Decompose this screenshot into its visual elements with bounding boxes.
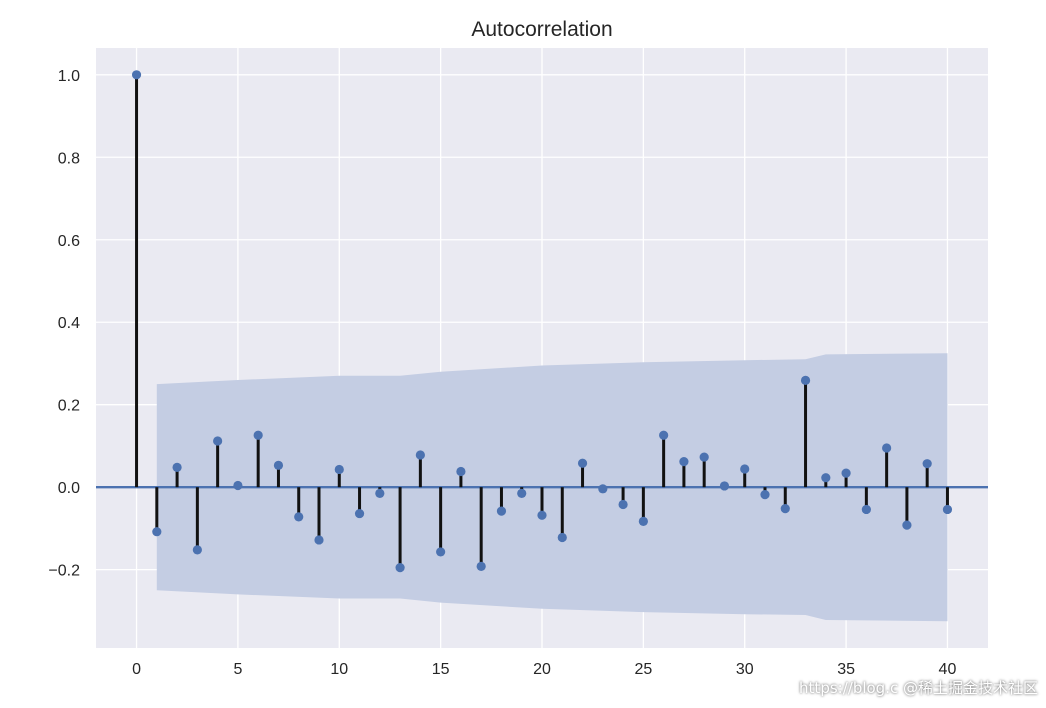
- stem-marker: [902, 520, 912, 530]
- y-tick-label: −0.2: [48, 563, 80, 580]
- stem-marker: [882, 443, 892, 453]
- stem-marker: [273, 460, 284, 470]
- x-tick-label: 10: [330, 661, 348, 678]
- y-tick-label: 0.6: [58, 233, 80, 250]
- stem-marker: [922, 459, 932, 469]
- stem-marker: [172, 462, 182, 472]
- stem-marker: [659, 430, 669, 440]
- y-tick-label: 1.0: [58, 68, 80, 85]
- stem-marker: [233, 480, 243, 491]
- stem-marker: [436, 547, 446, 557]
- stem-marker: [354, 508, 365, 519]
- stem-marker: [719, 481, 730, 491]
- stem-marker: [253, 430, 263, 440]
- stem-marker: [841, 468, 851, 478]
- stem-marker: [456, 466, 466, 477]
- x-tick-label: 0: [132, 661, 141, 678]
- stem-markers: [131, 70, 953, 573]
- stem-marker: [334, 464, 344, 475]
- stem-marker: [679, 457, 689, 467]
- x-tick-label: 15: [432, 661, 450, 678]
- stem-marker: [131, 70, 142, 80]
- stem-marker: [294, 512, 304, 522]
- chart-title: Autocorrelation: [471, 18, 612, 41]
- x-tick-label: 25: [634, 661, 652, 678]
- stem-marker: [577, 458, 588, 468]
- stem-marker: [415, 450, 425, 460]
- stem-marker: [476, 561, 486, 571]
- y-tick-label: 0.4: [58, 315, 80, 332]
- y-tick-label: 0.2: [58, 398, 80, 415]
- stem-marker: [598, 484, 608, 494]
- x-tick-labels: 0 5 10 15 20 25 30 35 40: [132, 661, 956, 678]
- stem-marker: [152, 527, 162, 537]
- stem-marker: [942, 504, 953, 515]
- stem-marker: [699, 452, 709, 462]
- stem-marker: [780, 504, 790, 514]
- x-tick-label: 40: [939, 661, 957, 678]
- watermark-text: https://blog.c @稀土掘金技术社区: [799, 679, 1038, 697]
- x-tick-label: 30: [736, 661, 754, 678]
- x-tick-label: 5: [233, 661, 242, 678]
- stem-marker: [213, 436, 223, 446]
- stem-marker: [861, 504, 871, 515]
- stem-marker: [496, 506, 507, 516]
- y-tick-label: 0.8: [58, 150, 80, 167]
- stem-marker: [314, 535, 324, 545]
- stem-marker: [740, 464, 750, 474]
- stem-marker: [618, 499, 628, 510]
- stem-marker: [557, 532, 567, 543]
- stem-marker: [760, 489, 770, 500]
- stem-marker: [395, 562, 405, 573]
- x-tick-label: 35: [837, 661, 855, 678]
- stem-marker: [638, 516, 648, 527]
- stem-marker: [192, 545, 202, 555]
- y-tick-label: 0.0: [58, 480, 80, 497]
- stem-marker: [821, 473, 831, 483]
- stem-marker: [517, 488, 527, 498]
- stem-marker: [375, 488, 385, 498]
- x-tick-label: 20: [533, 661, 551, 678]
- stem-marker: [800, 375, 811, 385]
- stem-marker: [537, 510, 547, 520]
- y-tick-labels: −0.2 0.0 0.2 0.4 0.6 0.8 1.0: [48, 68, 80, 580]
